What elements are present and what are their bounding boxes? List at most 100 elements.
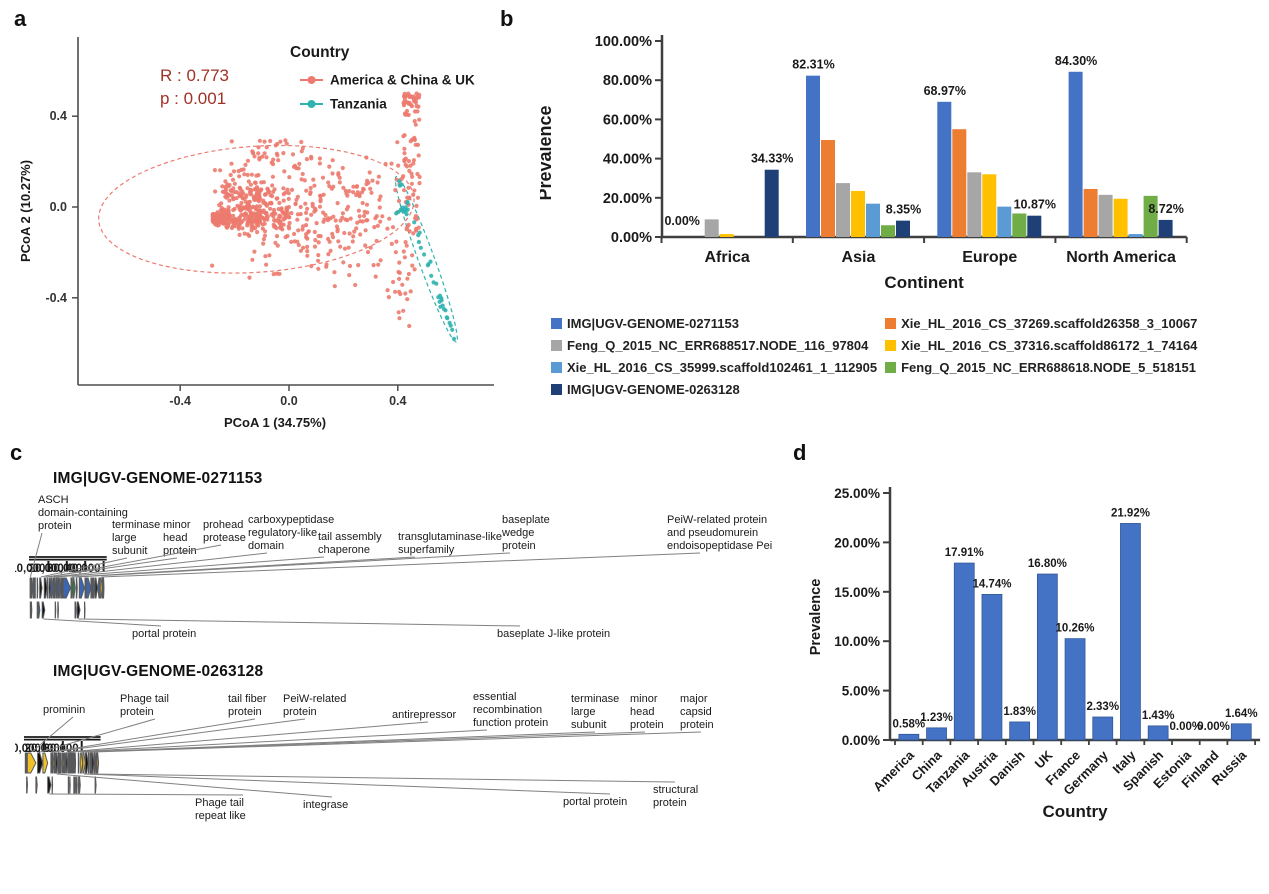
- legend-item: Xie_HL_2016_CS_37316.scaffold86172_1_741…: [885, 334, 1197, 356]
- svg-text:protein: protein: [630, 719, 664, 731]
- gene-arrow: [46, 577, 49, 599]
- gene-arrow: [90, 752, 93, 774]
- svg-text:Europe: Europe: [962, 249, 1017, 266]
- gene-arrow: [85, 577, 92, 599]
- svg-text:16.80%: 16.80%: [1028, 558, 1067, 570]
- svg-text:large: large: [112, 532, 136, 544]
- legend-label: Feng_Q_2015_NC_ERR688618.NODE_5_518151: [901, 359, 1196, 375]
- svg-text:Phage tail: Phage tail: [120, 693, 169, 705]
- bar: [1098, 194, 1113, 237]
- svg-text:protein: protein: [680, 719, 714, 731]
- svg-text:0.00%: 0.00%: [1170, 721, 1203, 733]
- legend-item: Xie_HL_2016_CS_37269.scaffold26358_3_100…: [885, 312, 1197, 334]
- bar: [719, 234, 734, 237]
- gene-arrow: [91, 577, 94, 599]
- legend-swatch: [551, 361, 562, 373]
- panel-label-b: b: [500, 6, 514, 31]
- bar: [1147, 725, 1169, 741]
- svg-text:transglutaminase-like: transglutaminase-like: [398, 531, 502, 543]
- bar: [1027, 215, 1042, 237]
- svg-text:PeiW-related: PeiW-related: [283, 693, 346, 705]
- svg-text:1.43%: 1.43%: [1142, 710, 1175, 722]
- bar: [1113, 198, 1128, 237]
- svg-text:0.00%: 0.00%: [842, 733, 880, 748]
- svg-text:ASCH: ASCH: [38, 494, 69, 506]
- gene-arrow: [41, 601, 46, 619]
- bar: [704, 219, 719, 237]
- legend-item: IMG|UGV-GENOME-0263128: [551, 378, 877, 400]
- gene-arrow: [31, 577, 33, 599]
- legend-item: Xie_HL_2016_CS_35999.scaffold102461_1_11…: [551, 356, 877, 378]
- svg-text:100.00%: 100.00%: [595, 34, 652, 50]
- gene-arrow: [82, 752, 86, 774]
- svg-text:domain-containing: domain-containing: [38, 507, 128, 519]
- genome-title-0263128: IMG|UGV-GENOME-0263128: [53, 663, 264, 680]
- gene-arrow: [69, 776, 71, 794]
- gene-arrow: [73, 776, 75, 794]
- gene-arrow: [77, 752, 80, 774]
- svg-text:0.00%: 0.00%: [664, 214, 699, 228]
- gene-arrow: [47, 776, 52, 794]
- gene-arrow: [54, 752, 56, 774]
- svg-text:84.30%: 84.30%: [1055, 54, 1097, 68]
- svg-text:and pseudomurein: and pseudomurein: [667, 527, 758, 539]
- svg-text:Phage tail: Phage tail: [195, 797, 244, 809]
- gene-arrow: [65, 752, 68, 774]
- gene-arrow: [74, 601, 77, 619]
- svg-text:protein: protein: [228, 706, 262, 718]
- svg-text:2.33%: 2.33%: [1086, 701, 1119, 713]
- gene-arrow: [77, 776, 80, 794]
- bar: [982, 174, 997, 237]
- gene-arrow: [75, 577, 78, 599]
- legend-label: Feng_Q_2015_NC_ERR688517.NODE_116_97804: [567, 337, 869, 353]
- gene-arrow: [55, 752, 59, 774]
- gene-arrow: [76, 601, 81, 619]
- svg-text:head: head: [163, 532, 187, 544]
- svg-text:terminase: terminase: [571, 693, 619, 705]
- bar: [881, 225, 895, 237]
- svg-text:8.35%: 8.35%: [886, 203, 921, 217]
- gene-arrow: [42, 752, 49, 774]
- svg-text:chaperone: chaperone: [318, 544, 370, 556]
- svg-text:repeat like: repeat like: [195, 810, 246, 822]
- svg-text:8.72%: 8.72%: [1148, 202, 1183, 216]
- gene-arrow: [63, 752, 66, 774]
- svg-text:function protein: function protein: [473, 717, 548, 729]
- svg-text:protein: protein: [502, 540, 536, 552]
- bar: [1036, 573, 1058, 741]
- gene-arrow: [39, 577, 43, 599]
- gene-arrow: [102, 577, 105, 599]
- bar: [1230, 723, 1252, 741]
- continent-prevalence-chart: 0.00% 20.00% 40.00% 60.00% 80.00% 100.00% Prev…: [540, 34, 1188, 292]
- gene-arrow: [30, 601, 33, 619]
- svg-text:17.91%: 17.91%: [945, 547, 984, 559]
- gene-arrow: [26, 752, 37, 774]
- svg-text:Prevalence: Prevalence: [540, 105, 555, 200]
- svg-text:integrase: integrase: [303, 799, 348, 811]
- svg-text:10,000: 10,000: [15, 563, 45, 575]
- gene-arrow: [32, 577, 35, 599]
- legend-label: IMG|UGV-GENOME-0263128: [567, 381, 740, 397]
- svg-text:34.33%: 34.33%: [751, 152, 793, 166]
- svg-text:protease: protease: [203, 532, 246, 544]
- bar: [806, 75, 820, 238]
- panel-label-d: d: [793, 440, 807, 465]
- svg-text:25.00%: 25.00%: [834, 486, 880, 501]
- svg-text:20.00%: 20.00%: [834, 535, 880, 550]
- gene-arrow: [36, 601, 39, 619]
- gene-arrow: [25, 752, 28, 774]
- svg-text:essential: essential: [473, 691, 516, 703]
- bar: [1158, 219, 1173, 237]
- svg-text:30,000: 30,000: [47, 563, 82, 575]
- svg-text:North America: North America: [1066, 249, 1176, 266]
- panel-label-c: c: [10, 440, 23, 465]
- svg-text:portal protein: portal protein: [132, 628, 196, 640]
- gene-arrow: [97, 577, 101, 599]
- svg-text:-0.4: -0.4: [45, 291, 67, 305]
- gene-arrow: [90, 577, 93, 599]
- gene-arrow: [56, 577, 59, 599]
- bar: [898, 733, 920, 741]
- gene-arrow: [84, 601, 86, 619]
